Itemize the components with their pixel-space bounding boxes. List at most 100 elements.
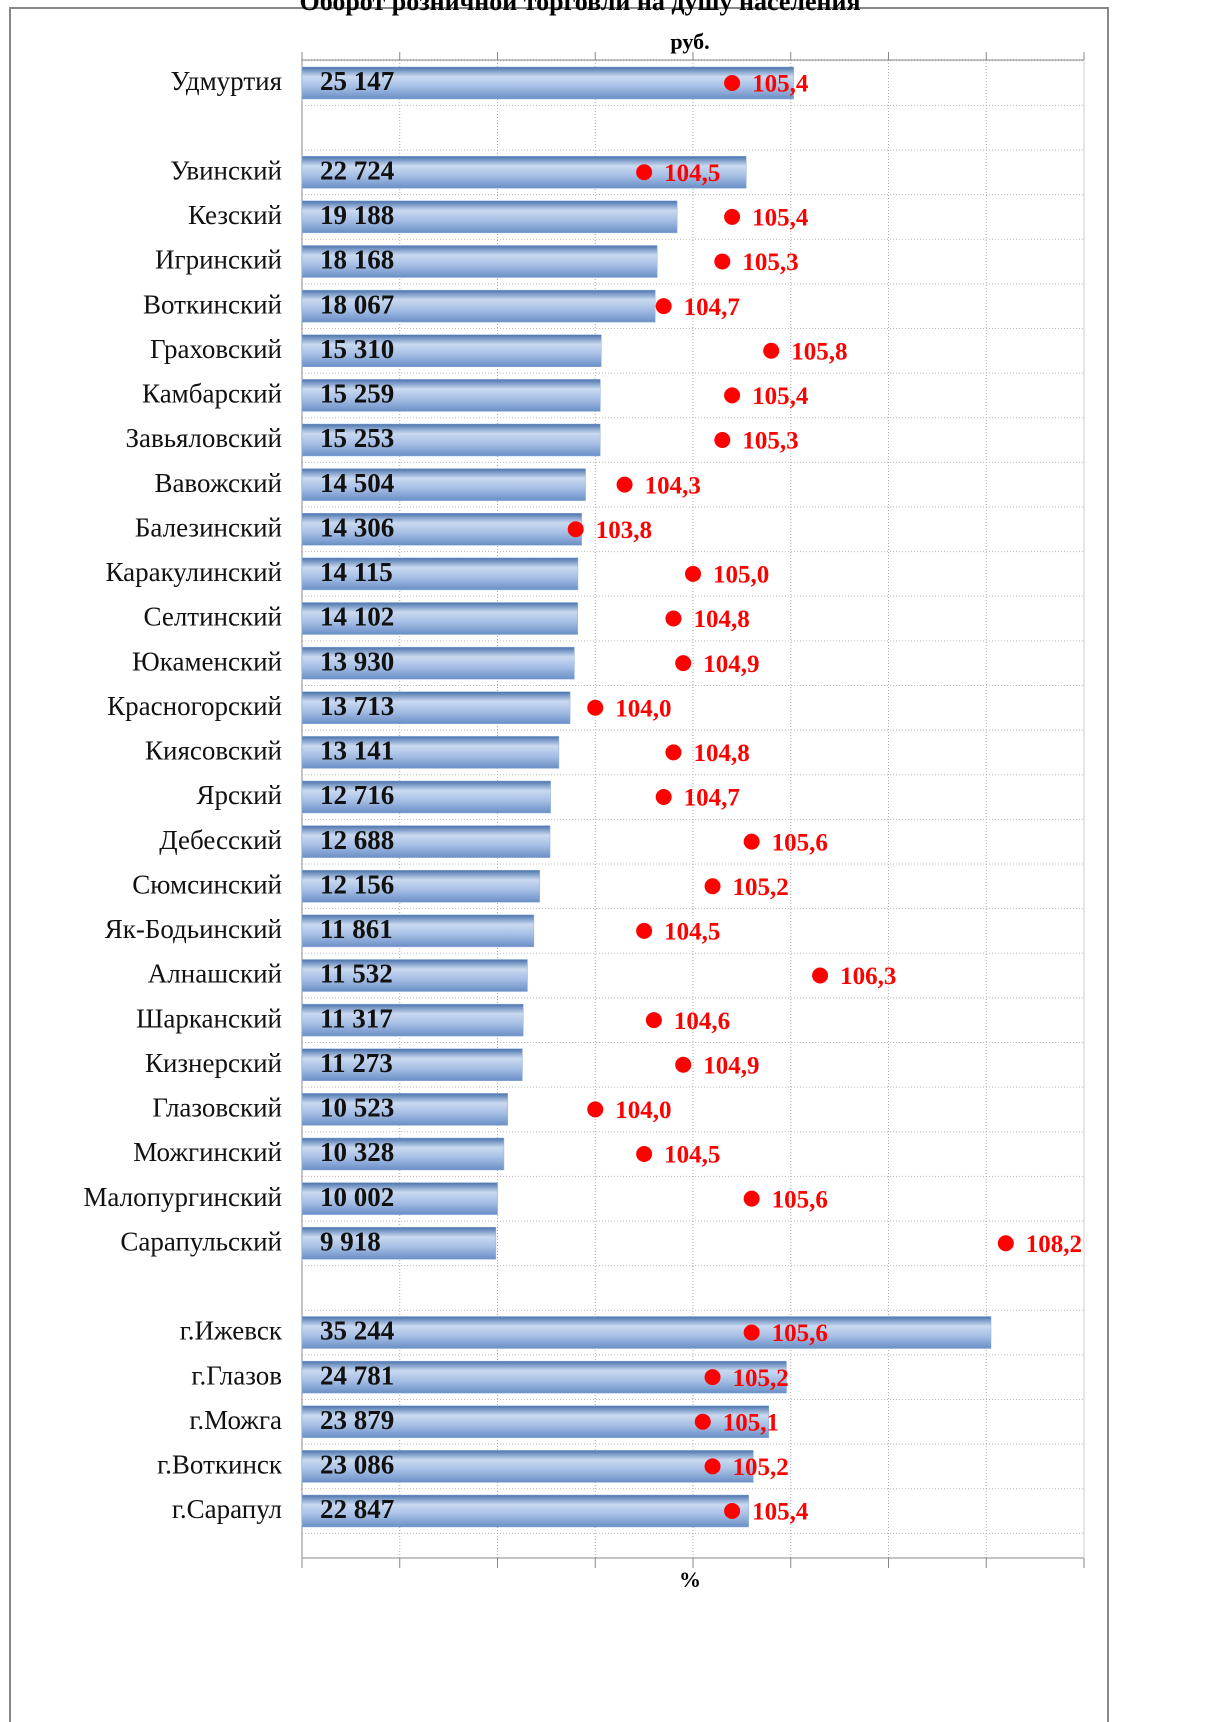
bar xyxy=(301,66,794,100)
bar xyxy=(301,780,551,814)
bar xyxy=(301,468,586,501)
bar-value-label: 19 188 xyxy=(320,200,394,230)
point xyxy=(812,967,829,984)
bar-value-label: 10 328 xyxy=(320,1137,394,1167)
bar-value-label: 14 102 xyxy=(320,602,394,632)
y-tick-label: Воткинский xyxy=(143,289,282,319)
point xyxy=(724,208,741,225)
point-value-label: 105,8 xyxy=(791,338,847,365)
bar-value-label: 35 244 xyxy=(320,1316,394,1346)
point-value-label: 105,4 xyxy=(752,1499,809,1526)
point xyxy=(655,789,672,805)
x-axis-label: руб. xyxy=(670,29,709,54)
point xyxy=(636,164,653,181)
bar-value-label: 13 713 xyxy=(320,691,394,721)
point-value-label: 106,3 xyxy=(840,963,896,990)
bar xyxy=(301,379,601,412)
point-value-label: 105,2 xyxy=(733,1454,789,1481)
y-tick-label: Красногорский xyxy=(107,691,282,721)
bar-value-label: 18 067 xyxy=(320,289,394,319)
y-tick-label: Завьяловский xyxy=(125,423,282,453)
y-tick-label: Юкаменский xyxy=(132,646,282,676)
y-tick-label: Ярский xyxy=(196,780,282,810)
point xyxy=(675,655,692,672)
point xyxy=(743,833,760,850)
bar xyxy=(301,513,582,546)
point-value-label: 104,8 xyxy=(693,606,749,633)
bar-value-label: 23 879 xyxy=(320,1405,394,1435)
bar-value-label: 13 930 xyxy=(320,646,394,676)
bar xyxy=(301,914,535,948)
point-value-label: 103,8 xyxy=(596,517,652,544)
bar-value-label: 14 115 xyxy=(320,557,393,587)
point xyxy=(763,342,780,359)
y-tick-label: г.Ижевск xyxy=(180,1316,283,1346)
point-value-label: 104,9 xyxy=(703,651,759,678)
bar xyxy=(301,1405,770,1438)
bar-value-label: 24 781 xyxy=(320,1360,394,1390)
y-tick-label: г.Сарапул xyxy=(172,1494,282,1524)
bar-value-label: 11 861 xyxy=(320,914,393,944)
point xyxy=(665,610,682,627)
bar-value-label: 23 086 xyxy=(320,1450,394,1480)
point-value-label: 104,0 xyxy=(615,695,671,722)
point-value-label: 108,2 xyxy=(1026,1231,1082,1258)
point-value-label: 105,4 xyxy=(752,383,809,410)
point-value-label: 105,4 xyxy=(752,71,809,98)
point-value-label: 105,2 xyxy=(733,874,789,901)
y-tick-label: Сарапульский xyxy=(120,1226,282,1256)
y-tick-label: Дебесский xyxy=(159,825,282,855)
point xyxy=(704,878,721,895)
y-tick-label: Малопургинский xyxy=(83,1182,282,1212)
bar xyxy=(301,200,678,234)
bar-value-label: 25 147 xyxy=(320,66,394,96)
bar-value-label: 11 532 xyxy=(320,959,393,989)
bar xyxy=(301,736,560,769)
point-value-label: 105,4 xyxy=(752,205,809,232)
y-tick-label: Кизнерский xyxy=(145,1048,282,1078)
y-tick-label: Глазовский xyxy=(152,1093,282,1123)
bar xyxy=(301,245,658,278)
bar-value-label: 15 310 xyxy=(320,334,394,364)
point-value-label: 105,3 xyxy=(742,249,798,276)
bar-value-label: 12 688 xyxy=(320,825,394,855)
y-tick-label: Каракулинский xyxy=(105,557,282,587)
point xyxy=(724,75,741,91)
point xyxy=(743,1190,760,1207)
bar-value-label: 12 716 xyxy=(320,780,394,810)
point-value-label: 104,6 xyxy=(674,1008,730,1035)
y-tick-label: Увинский xyxy=(170,155,282,185)
y-tick-label: г.Можга xyxy=(189,1405,282,1435)
point-value-label: 104,0 xyxy=(615,1097,671,1124)
y-tick-label: Киясовский xyxy=(145,736,282,766)
bar xyxy=(301,1093,508,1126)
bar xyxy=(301,959,528,992)
point xyxy=(636,922,653,939)
bar-value-label: 22 847 xyxy=(320,1494,394,1524)
point xyxy=(714,432,731,448)
bar-value-label: 14 504 xyxy=(320,468,394,498)
bar xyxy=(301,557,579,591)
bar xyxy=(301,1450,754,1483)
point xyxy=(567,521,584,538)
y-tick-label: Алнашский xyxy=(148,959,282,989)
point xyxy=(675,1056,692,1073)
point xyxy=(714,253,731,270)
bar xyxy=(301,334,602,367)
bar xyxy=(301,1182,498,1215)
y-tick-label: Игринский xyxy=(155,245,282,275)
chart-title: Оборот розничной торговли на душу населе… xyxy=(299,0,860,16)
point xyxy=(724,387,741,404)
point-value-label: 104,3 xyxy=(645,472,701,499)
point-value-label: 105,6 xyxy=(772,829,828,856)
bar xyxy=(301,1494,749,1528)
bar xyxy=(301,423,601,457)
bar-value-label: 14 306 xyxy=(320,512,394,542)
bar xyxy=(301,289,656,323)
point xyxy=(665,744,682,761)
bar-value-label: 11 273 xyxy=(320,1048,393,1078)
bar xyxy=(301,1227,497,1260)
bar-value-label: 9 918 xyxy=(320,1226,381,1256)
point xyxy=(997,1235,1014,1252)
point xyxy=(743,1324,760,1341)
